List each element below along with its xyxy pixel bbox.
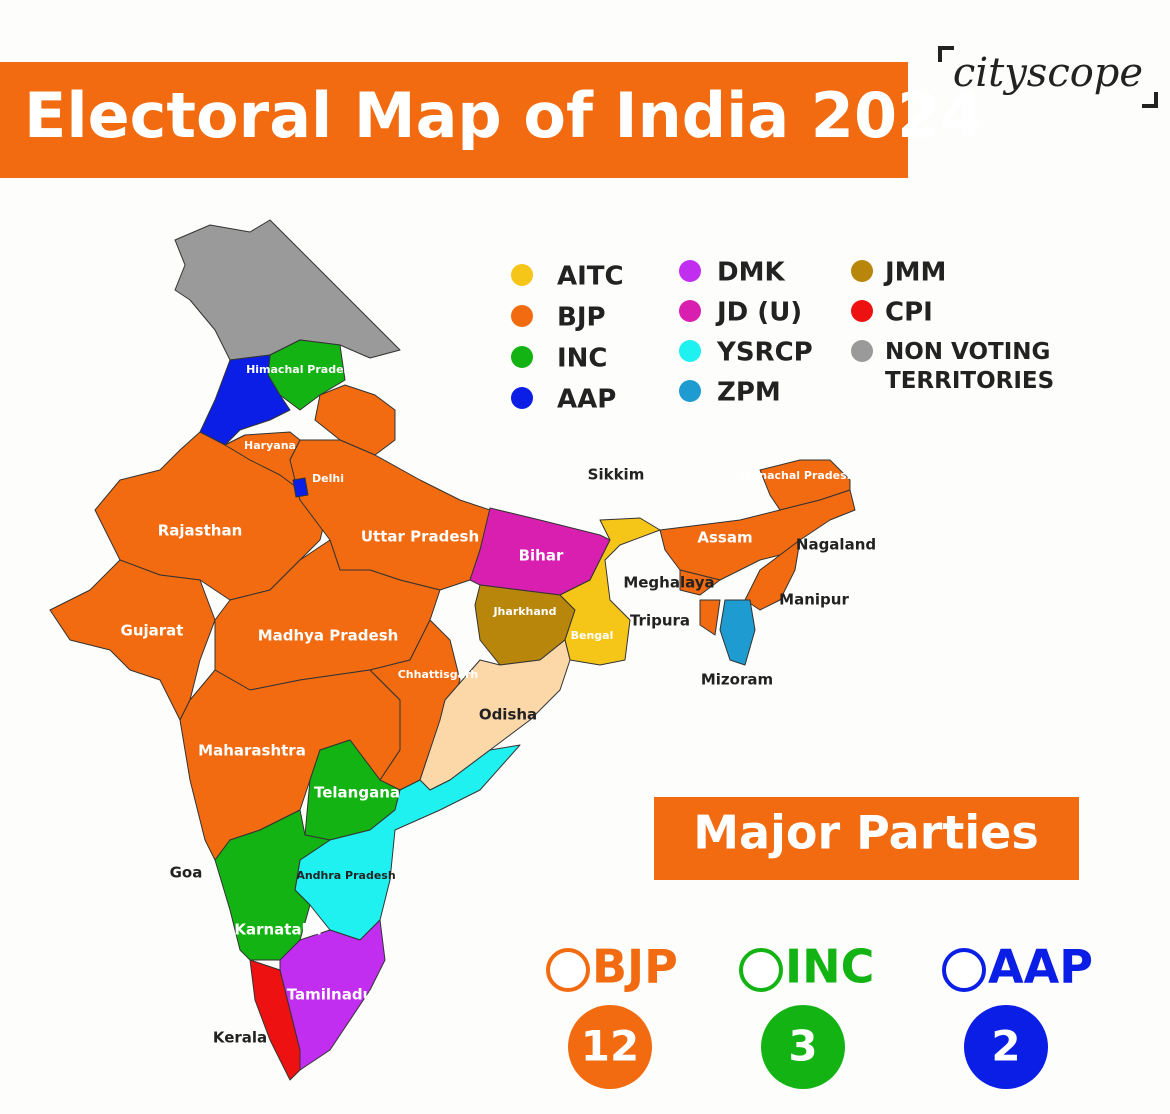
region bbox=[719, 599, 756, 666]
legend-label: CPI bbox=[885, 298, 933, 328]
region bbox=[214, 809, 331, 961]
legend-label: AAP bbox=[557, 385, 616, 415]
title: Electoral Map of India 2024 bbox=[24, 79, 983, 152]
seat-badge bbox=[964, 1005, 1048, 1089]
state-label: Mizoram bbox=[701, 671, 773, 689]
legend-dot bbox=[851, 260, 873, 282]
state-label: Himachal Pradesh bbox=[246, 363, 358, 376]
region bbox=[744, 539, 801, 611]
legend-label: ZPM bbox=[717, 378, 781, 408]
region bbox=[559, 517, 661, 666]
legend-label: BJP bbox=[557, 303, 606, 333]
state-label: Rajasthan bbox=[158, 522, 243, 540]
state-label: Assam bbox=[697, 529, 752, 547]
state-label: Bihar bbox=[519, 547, 564, 565]
party-name: AAP bbox=[988, 940, 1093, 994]
india-map bbox=[49, 219, 856, 1081]
state-label: Tamilnadu bbox=[287, 986, 374, 1004]
legend-dot bbox=[851, 340, 873, 362]
state-label: Telangana bbox=[314, 784, 400, 802]
title-banner bbox=[0, 62, 908, 178]
seat-count: 12 bbox=[581, 1022, 639, 1071]
state-label: Jharkhand bbox=[492, 605, 556, 618]
state-label: Andhra Pradesh bbox=[296, 869, 395, 882]
region bbox=[199, 354, 291, 446]
seat-badge bbox=[761, 1005, 845, 1089]
legend-dot bbox=[511, 387, 533, 409]
party-name: BJP bbox=[592, 940, 678, 994]
region bbox=[292, 477, 309, 498]
legend-dot bbox=[679, 300, 701, 322]
state-label: Arunachal Pradesh bbox=[737, 469, 854, 482]
legend-dot bbox=[511, 346, 533, 368]
state-label: Odisha bbox=[479, 706, 537, 724]
region bbox=[679, 569, 721, 596]
state-label: Bengal bbox=[571, 629, 614, 642]
state-label: Sikkim bbox=[588, 466, 645, 484]
legend-dot bbox=[511, 264, 533, 286]
legend-label: INC bbox=[557, 344, 608, 374]
region bbox=[174, 219, 401, 361]
state-label: Kerala bbox=[213, 1029, 267, 1047]
state-labels: Himachal Pradesh Haryana Delhi Rajasthan… bbox=[121, 363, 877, 1047]
legend-dot bbox=[679, 380, 701, 402]
state-label: Delhi bbox=[312, 472, 344, 485]
brand: cityscope bbox=[953, 50, 1143, 96]
state-label: Gujarat bbox=[121, 622, 184, 640]
region bbox=[49, 559, 216, 721]
major-parties-banner bbox=[654, 797, 1079, 880]
legend-label: AITC bbox=[557, 262, 624, 292]
state-label: Meghalaya bbox=[623, 574, 714, 592]
region bbox=[699, 599, 721, 636]
party-list: BJP 12 INC 3 AAP 2 bbox=[546, 940, 1093, 1089]
legend-label: YSRCP bbox=[716, 338, 813, 368]
legend-label: JD (U) bbox=[715, 298, 802, 328]
party-logo bbox=[942, 948, 986, 992]
seat-count: 2 bbox=[991, 1022, 1020, 1071]
state-label: Manipur bbox=[779, 591, 849, 609]
state-label: Goa bbox=[170, 864, 203, 882]
state-label: Chhattisgarh bbox=[398, 668, 479, 681]
legend: AITC BJP INC AAP DMK JD (U) YSRCP ZPM JMM CPI NON … bbox=[511, 258, 1054, 415]
party-name: INC bbox=[785, 940, 874, 994]
legend-dot bbox=[511, 305, 533, 327]
region bbox=[419, 639, 571, 791]
state-label: Karnataka bbox=[234, 921, 321, 939]
logo-brackets bbox=[938, 46, 1158, 108]
state-label: Tripura bbox=[630, 612, 690, 630]
legend-dot bbox=[851, 300, 873, 322]
state-label: Maharashtra bbox=[198, 742, 306, 760]
legend-label: DMK bbox=[717, 258, 785, 288]
seat-badge bbox=[568, 1005, 652, 1089]
party-logo bbox=[739, 948, 783, 992]
region bbox=[314, 384, 396, 456]
legend-label: JMM bbox=[883, 258, 946, 288]
major-parties-title: Major Parties bbox=[693, 806, 1038, 860]
state-label: Nagaland bbox=[796, 536, 876, 554]
seat-count: 3 bbox=[788, 1022, 817, 1071]
state-label: Uttar Pradesh bbox=[361, 528, 479, 546]
party-logo bbox=[546, 948, 590, 992]
region bbox=[279, 919, 386, 1071]
state-label: Haryana bbox=[244, 439, 296, 452]
legend-dot bbox=[679, 260, 701, 282]
legend-label: NON VOTING TERRITORIES bbox=[885, 339, 1054, 394]
legend-dot bbox=[679, 340, 701, 362]
state-label: Madhya Pradesh bbox=[258, 627, 399, 645]
